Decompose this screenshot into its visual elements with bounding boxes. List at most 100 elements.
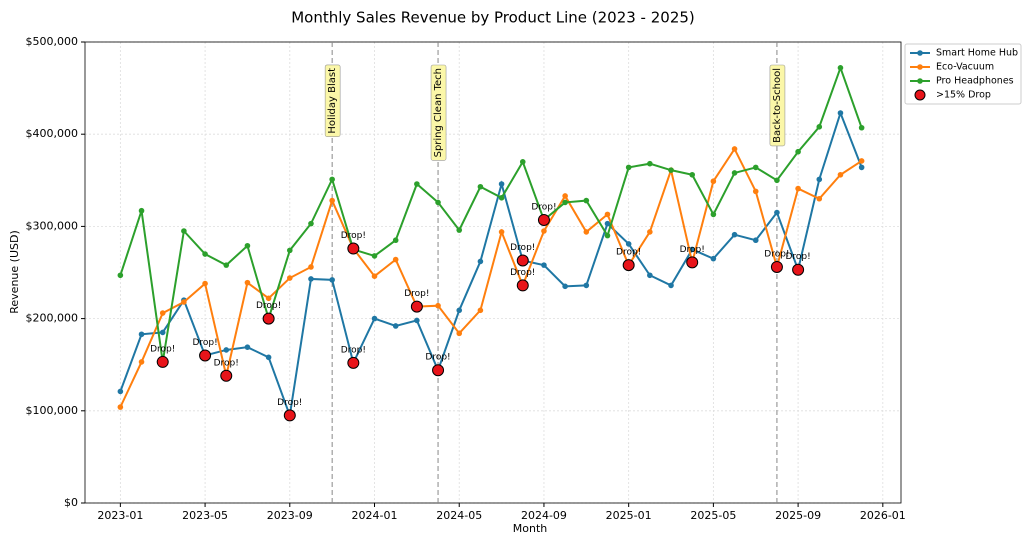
series-point [159, 310, 166, 316]
series-point [774, 209, 780, 216]
series-point [816, 176, 823, 183]
drop-label: Drop! [531, 202, 556, 212]
series-point [837, 171, 844, 178]
annotation: Holiday Blast [324, 64, 341, 137]
series-point [329, 197, 335, 204]
annotation-text: Spring Clean Tech [433, 68, 444, 157]
y-tick-label: $0 [64, 496, 78, 509]
series-point [456, 330, 463, 337]
series-point [604, 211, 611, 218]
series-point [329, 176, 335, 183]
series-point [117, 388, 124, 395]
series-point [816, 124, 823, 130]
series-point [604, 232, 611, 239]
series-point [816, 195, 823, 202]
y-tick-label: $500,000 [26, 35, 79, 48]
legend-label: Eco-Vacuum [936, 62, 994, 73]
series-point [668, 167, 674, 173]
annotation: Back-to-School [769, 64, 786, 147]
series-point [392, 237, 399, 244]
drop-marker [156, 355, 169, 368]
series-point [795, 148, 801, 155]
series-point [265, 295, 272, 302]
drop-marker [686, 256, 699, 269]
legend-dot [917, 50, 923, 56]
series-point [477, 183, 484, 190]
x-tick-label: 2025-05 [690, 509, 736, 522]
series-point [371, 253, 378, 259]
series-point [477, 307, 484, 314]
chart-title: Monthly Sales Revenue by Product Line (2… [291, 9, 695, 27]
drop-marker [220, 369, 233, 382]
series-point [541, 262, 547, 268]
drop-marker [537, 213, 550, 226]
drop-marker [516, 254, 529, 267]
series-point [477, 258, 484, 265]
drop-marker [347, 242, 360, 255]
series-point [371, 273, 378, 279]
series-point [435, 302, 441, 309]
series-point [668, 282, 674, 289]
legend-dot [914, 89, 926, 101]
series-point [435, 199, 441, 206]
x-tick-label: 2025-09 [775, 509, 821, 522]
series-point [625, 164, 632, 171]
series-point [689, 246, 696, 253]
series-point [752, 164, 759, 171]
legend-label: Pro Headphones [936, 76, 1014, 87]
drop-label: Drop! [510, 243, 535, 253]
drop-label: Drop! [341, 345, 366, 355]
series-point [456, 307, 463, 314]
drop-marker [792, 263, 805, 276]
series-point [519, 159, 526, 165]
series-point [223, 347, 230, 353]
series-point [541, 228, 547, 234]
series-point [202, 251, 208, 257]
drop-marker [516, 279, 529, 292]
legend-label: >15% Drop [936, 90, 991, 101]
drop-marker [283, 409, 296, 422]
legend-label: Smart Home Hub [936, 48, 1018, 59]
series-point [710, 211, 717, 218]
x-tick-label: 2024-01 [352, 509, 398, 522]
series-point [244, 242, 251, 249]
series-line [119, 64, 863, 363]
drop-marker [410, 300, 423, 313]
series-point [731, 146, 738, 152]
drop-label: Drop! [341, 231, 366, 241]
series-point [138, 331, 145, 338]
series-point [647, 272, 653, 279]
series-point [562, 283, 568, 290]
series-point [604, 220, 611, 227]
series-point [456, 227, 463, 233]
y-tick-label: $400,000 [26, 127, 79, 140]
drop-label: Drop! [425, 353, 450, 363]
series-point [710, 178, 717, 185]
x-tick-label: 2024-05 [436, 509, 482, 522]
series-point [858, 158, 865, 164]
drop-marker [199, 349, 212, 362]
series-point [223, 262, 230, 268]
annotation-box [430, 64, 447, 161]
series-point [138, 207, 145, 214]
series-point [265, 354, 272, 361]
drop-label: Drop! [510, 268, 535, 278]
drop-label: Drop! [785, 252, 810, 262]
legend-dot [917, 64, 923, 70]
series-point [837, 65, 844, 71]
series-point [858, 124, 865, 131]
drop-label: Drop! [616, 248, 641, 258]
annotation-box [324, 64, 341, 137]
drop-label: Drop! [277, 398, 302, 408]
annotation-text: Back-to-School [772, 68, 783, 143]
drop-label: Drop! [150, 344, 175, 354]
series-point [752, 188, 759, 195]
drop-label: Drop! [404, 289, 429, 299]
drop-label: Drop! [192, 338, 217, 348]
y-tick-label: $200,000 [26, 312, 79, 325]
drop-label: Drop! [256, 301, 281, 311]
drop-marker [770, 260, 783, 273]
series-point [244, 344, 251, 350]
series-point [308, 220, 314, 227]
